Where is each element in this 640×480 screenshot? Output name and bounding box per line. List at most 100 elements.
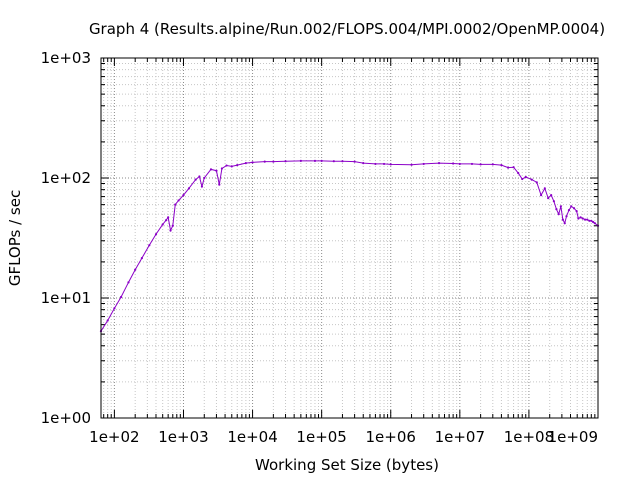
x-tick-label: 1e+09: [548, 428, 598, 446]
x-axis-label: Working Set Size (bytes): [255, 456, 439, 474]
data-point: [382, 162, 386, 166]
data-point: [236, 164, 239, 167]
grid-minor: [101, 58, 598, 418]
data-point: [579, 216, 582, 219]
data-point: [362, 162, 365, 165]
plot-frame: [100, 57, 599, 419]
data-point: [171, 224, 174, 227]
data-point: [593, 222, 596, 225]
data-point: [244, 162, 247, 165]
data-point: [575, 209, 578, 213]
data-point: [341, 160, 344, 163]
data-point: [524, 175, 527, 179]
data-point: [555, 208, 558, 211]
data-point: [561, 218, 564, 221]
data-point: [284, 160, 287, 163]
data-point: [313, 159, 317, 162]
data-point: [507, 166, 510, 169]
data-point: [479, 163, 482, 166]
y-tick-label: 1e+00: [41, 409, 91, 427]
data-point: [563, 222, 566, 225]
data-point: [470, 162, 474, 166]
x-tick-label: 1e+08: [504, 428, 554, 446]
data-point: [320, 159, 323, 162]
data-point: [215, 169, 218, 172]
y-tick-label: 1e+01: [41, 289, 91, 307]
data-point: [218, 183, 221, 186]
data-point: [517, 171, 520, 175]
y-tick-label: 1e+03: [41, 49, 91, 67]
data-point: [134, 268, 137, 271]
axis-ticks: [101, 57, 599, 419]
x-tick-label: 1e+07: [435, 428, 485, 446]
x-tick-label: 1e+04: [227, 428, 277, 446]
data-point: [559, 205, 562, 208]
data-point: [592, 220, 595, 224]
data-point: [565, 215, 568, 218]
series-line: [100, 160, 599, 332]
data-point: [410, 163, 413, 166]
series-points: [99, 159, 600, 333]
data-point: [374, 162, 377, 166]
data-point: [552, 200, 556, 203]
data-point: [299, 159, 302, 162]
data-point: [491, 163, 494, 166]
x-tick-label: 1e+02: [89, 428, 139, 446]
data-point: [251, 161, 254, 164]
data-point: [581, 217, 584, 220]
chart-title: Graph 4 (Results.alpine/Run.002/FLOPS.00…: [89, 20, 605, 38]
data-point: [148, 244, 151, 247]
x-tick-label: 1e+03: [158, 428, 208, 446]
data-point: [127, 281, 130, 284]
y-axis-label: GFLOPs / sec: [6, 190, 24, 286]
x-tick-label: 1e+06: [366, 428, 416, 446]
y-tick-label: 1e+02: [41, 169, 91, 187]
data-point: [572, 207, 576, 210]
data-point: [198, 175, 201, 178]
x-tick-label: 1e+05: [296, 428, 346, 446]
data-point: [209, 168, 213, 171]
data-point: [539, 194, 543, 197]
data-point: [577, 217, 580, 220]
data-point: [332, 160, 335, 163]
data-point: [452, 162, 455, 165]
data-point: [586, 218, 589, 221]
data-point: [547, 197, 550, 200]
data-point: [161, 223, 164, 226]
data-point: [263, 160, 266, 163]
data-point: [530, 178, 533, 181]
data-point: [588, 219, 591, 222]
data-point: [167, 216, 170, 219]
data-point: [590, 219, 593, 222]
data-point: [203, 176, 206, 180]
data-point: [164, 219, 168, 222]
data-point: [583, 218, 587, 221]
tick-labels: 1e+02 1e+03 1e+04 1e+05 1e+06 1e+07 1e+081e+09…: [41, 49, 598, 446]
data-point: [230, 165, 233, 168]
data-point: [182, 194, 185, 197]
data-point: [500, 164, 503, 167]
data-point: [106, 319, 109, 322]
data-point: [113, 307, 116, 310]
data-point: [187, 187, 191, 190]
data-point: [154, 233, 158, 236]
data-point: [272, 160, 275, 163]
data-point: [437, 162, 441, 165]
data-point: [570, 205, 573, 208]
grid-major: [101, 57, 599, 419]
data-point: [521, 177, 524, 181]
data-point: [550, 194, 553, 197]
data-point: [557, 213, 560, 216]
data-point: [543, 187, 546, 190]
data-point: [119, 295, 123, 299]
data-point: [535, 181, 538, 184]
data-point: [225, 164, 228, 167]
data-point: [177, 199, 180, 202]
data-point: [174, 203, 177, 206]
data-point: [458, 162, 461, 166]
data-point: [389, 163, 392, 166]
data-point: [422, 162, 425, 166]
data-point: [353, 160, 356, 163]
data-point: [140, 257, 143, 260]
